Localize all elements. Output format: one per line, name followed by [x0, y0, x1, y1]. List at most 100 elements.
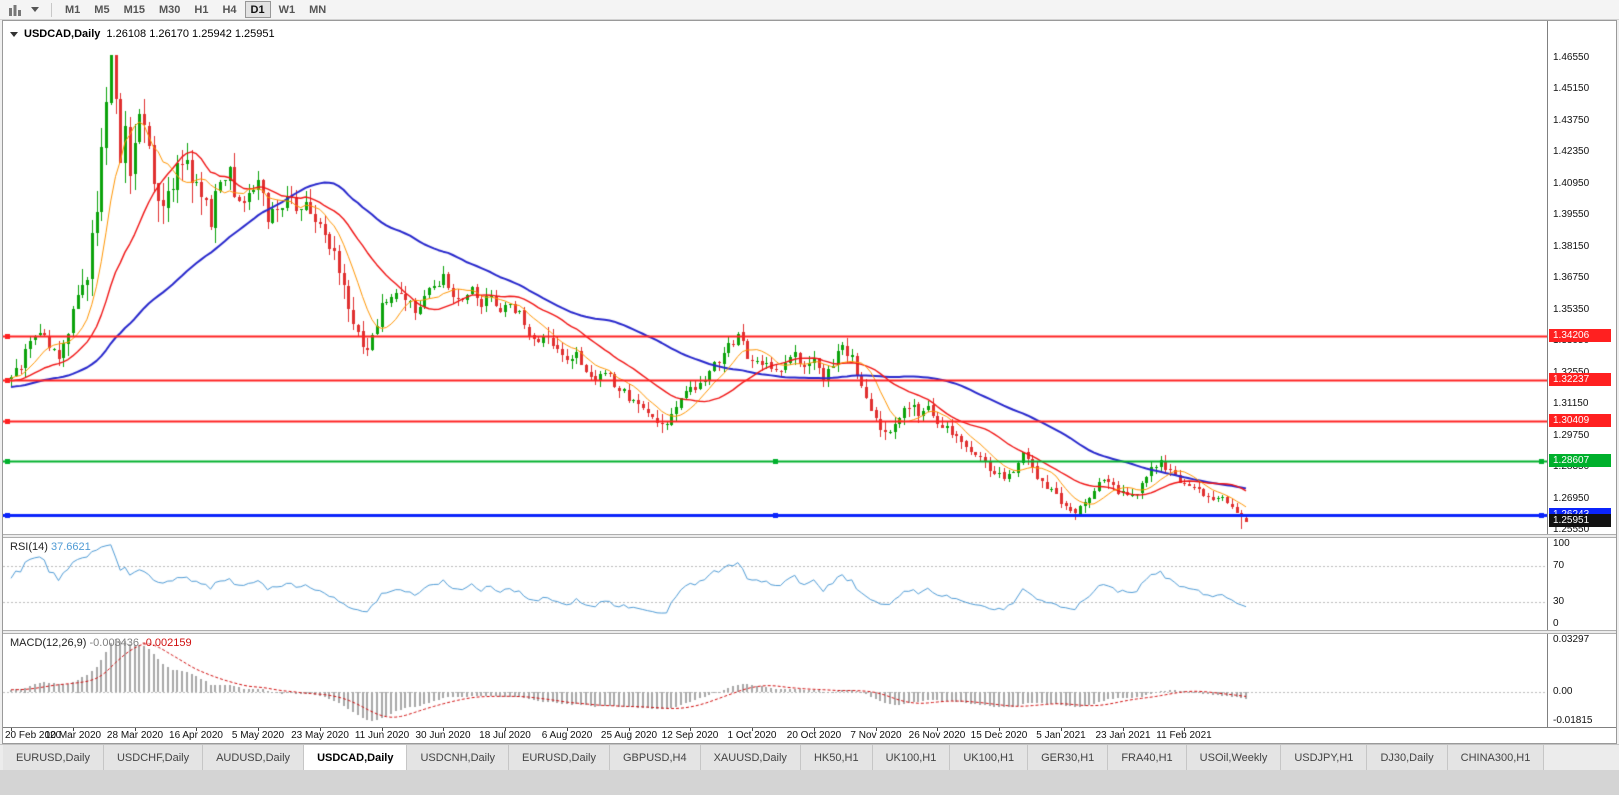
date-axis-tick — [73, 728, 74, 731]
date-axis-label: 28 Mar 2020 — [106, 730, 164, 741]
chart-tab-usoil-weekly[interactable]: USOil,Weekly — [1186, 745, 1282, 770]
timeframe-button-h4[interactable]: H4 — [216, 1, 242, 18]
price-axis-label: 1.38150 — [1553, 240, 1590, 252]
chart-tab-usdcnh-daily[interactable]: USDCNH,Daily — [407, 745, 510, 770]
current-price-tag: 1.25951 — [1549, 514, 1611, 528]
rsi-value: 37.6621 — [50, 541, 91, 553]
date-axis-label: 5 May 2020 — [231, 730, 285, 741]
timeframe-button-mn[interactable]: MN — [303, 1, 332, 18]
chart-tab-uk100-h1[interactable]: UK100,H1 — [872, 745, 951, 770]
window-resize-area — [0, 770, 1619, 795]
timeframe-button-w1[interactable]: W1 — [273, 1, 302, 18]
price-axis-label: 1.29750 — [1553, 429, 1590, 441]
chart-tab-uk100-h1[interactable]: UK100,H1 — [950, 745, 1029, 770]
price-axis-label: 1.36750 — [1553, 272, 1590, 284]
panel-divider-macd[interactable] — [3, 630, 1616, 634]
price-axis-label: 1.32550 — [1553, 367, 1589, 378]
chart-tab-gbpusd-h4[interactable]: GBPUSD,H4 — [610, 745, 701, 770]
date-axis-label: 23 May 2020 — [291, 730, 349, 741]
date-axis-label: 30 Jun 2020 — [415, 730, 471, 741]
timeframe-button-m15[interactable]: M15 — [118, 1, 151, 18]
date-axis[interactable]: 20 Feb 2020 10 Mar 2020 28 Mar 2020 16 Apr … — [3, 727, 1616, 743]
rsi-header: RSI(14) 37.6621 — [10, 541, 91, 553]
chart-tab-dj30-daily[interactable]: DJ30,Daily — [1367, 745, 1448, 770]
chart-type-icon[interactable] — [5, 1, 25, 18]
rsi-axis-label: 70 — [1553, 560, 1565, 572]
date-axis-tick — [567, 728, 568, 731]
price-axis-label: 1.45150 — [1553, 83, 1590, 95]
macd-axis-label: 0.03297 — [1553, 634, 1590, 645]
chart-window: USDCAD,Daily 1.26108 1.26170 1.25942 1.2… — [2, 20, 1617, 744]
date-axis-tick — [443, 728, 444, 731]
macd-header: MACD(12,26,9) -0.003436 -0.002159 — [10, 637, 192, 649]
chart-ohlc-title: USDCAD,Daily 1.26108 1.26170 1.25942 1.2… — [10, 28, 275, 40]
panel-divider-rsi[interactable] — [3, 534, 1616, 538]
date-axis-tick — [505, 728, 506, 731]
date-axis-label: 20 Oct 2020 — [786, 730, 842, 741]
toolbar-separator — [51, 2, 52, 17]
timeframe-button-m30[interactable]: M30 — [153, 1, 186, 18]
price-axis-label: 1.25550 — [1553, 524, 1590, 536]
macd-canvas[interactable] — [3, 634, 1547, 727]
chart-tab-hk50-h1[interactable]: HK50,H1 — [800, 745, 873, 770]
chart-tab-ger30-h1[interactable]: GER30,H1 — [1028, 745, 1109, 770]
macd-main-value: -0.003436 — [89, 637, 140, 649]
date-axis-label: 26 Nov 2020 — [908, 730, 966, 741]
date-axis-tick — [937, 728, 938, 731]
date-axis-label: 23 Jan 2021 — [1095, 730, 1151, 741]
rsi-axis-label: 0 — [1553, 618, 1559, 629]
date-axis-tick — [1123, 728, 1124, 731]
chart-tab-xauusd-daily[interactable]: XAUUSD,Daily — [700, 745, 801, 770]
timeframe-button-m5[interactable]: M5 — [88, 1, 115, 18]
macd-axis-label: 0.00 — [1553, 686, 1573, 698]
timeframe-toolbar: M1 M5 M15 M30 H1 H4 D1 W1 MN — [0, 0, 1619, 20]
rsi-axis: 100 70 30 0 — [1547, 538, 1616, 630]
date-axis-tick — [814, 728, 815, 731]
chart-tab-usdjpy-h1[interactable]: USDJPY,H1 — [1281, 745, 1368, 770]
date-axis-label: 5 Jan 2021 — [1036, 730, 1086, 741]
chart-tab-audusd-daily[interactable]: AUDUSD,Daily — [203, 745, 305, 770]
collapse-triangle-icon[interactable] — [10, 31, 18, 37]
rsi-name: RSI(14) — [10, 541, 48, 553]
chart-tab-fra40-h1[interactable]: FRA40,H1 — [1108, 745, 1187, 770]
macd-name: MACD(12,26,9) — [10, 637, 87, 649]
hline-price-tag: 1.34206 — [1549, 328, 1611, 342]
price-axis-label: 1.26950 — [1553, 492, 1590, 504]
timeframe-button-d1[interactable]: D1 — [244, 1, 271, 18]
rsi-canvas[interactable] — [3, 538, 1547, 630]
main-chart-canvas[interactable] — [3, 21, 1547, 534]
date-axis-tick — [876, 728, 877, 731]
chart-tab-eurusd-daily[interactable]: EURUSD,Daily — [509, 745, 610, 770]
timeframe-button-h1[interactable]: H1 — [188, 1, 214, 18]
date-axis-tick — [135, 728, 136, 731]
price-axis-label: 1.39550 — [1553, 209, 1590, 221]
hline-price-tag: 1.30409 — [1549, 413, 1611, 427]
chart-tab-eurusd-daily[interactable]: EURUSD,Daily — [3, 745, 104, 770]
date-axis-tick — [752, 728, 753, 731]
date-axis-tick — [690, 728, 691, 731]
date-axis-label: 20 Feb 2020 — [5, 730, 62, 741]
price-axis-label: 1.43750 — [1553, 114, 1590, 126]
price-axis[interactable]: 1.46550 1.45150 1.43750 1.42350 1.40950 1.395… — [1547, 21, 1616, 536]
chart-ohlc-values: 1.26108 1.26170 1.25942 1.25951 — [106, 28, 275, 40]
date-axis-label: 25 Aug 2020 — [600, 730, 658, 741]
date-axis-tick — [629, 728, 630, 731]
date-axis-tick — [1061, 728, 1062, 731]
timeframe-buttons: M1 M5 M15 M30 H1 H4 D1 W1 MN — [58, 1, 333, 18]
chart-symbol-label: USDCAD,Daily — [24, 28, 101, 40]
chart-tab-usdchf-daily[interactable]: USDCHF,Daily — [103, 745, 204, 770]
chart-tab-china300-h1[interactable]: CHINA300,H1 — [1447, 745, 1545, 770]
chart-tab-usdcad-daily[interactable]: USDCAD,Daily — [304, 745, 408, 770]
macd-signal-value: -0.002159 — [142, 637, 192, 649]
rsi-axis-label: 30 — [1553, 595, 1565, 607]
chart-type-dropdown-icon[interactable] — [25, 1, 45, 18]
date-axis-label: 18 Jul 2020 — [479, 730, 531, 741]
date-axis-label: 11 Jun 2020 — [354, 730, 410, 741]
hline-price-tag: 1.32237 — [1549, 372, 1611, 386]
timeframe-button-m1[interactable]: M1 — [59, 1, 86, 18]
date-axis-tick — [258, 728, 259, 731]
date-axis-tick — [11, 728, 12, 731]
date-axis-label: 11 Feb 2021 — [1156, 730, 1212, 741]
date-axis-tick — [196, 728, 197, 731]
